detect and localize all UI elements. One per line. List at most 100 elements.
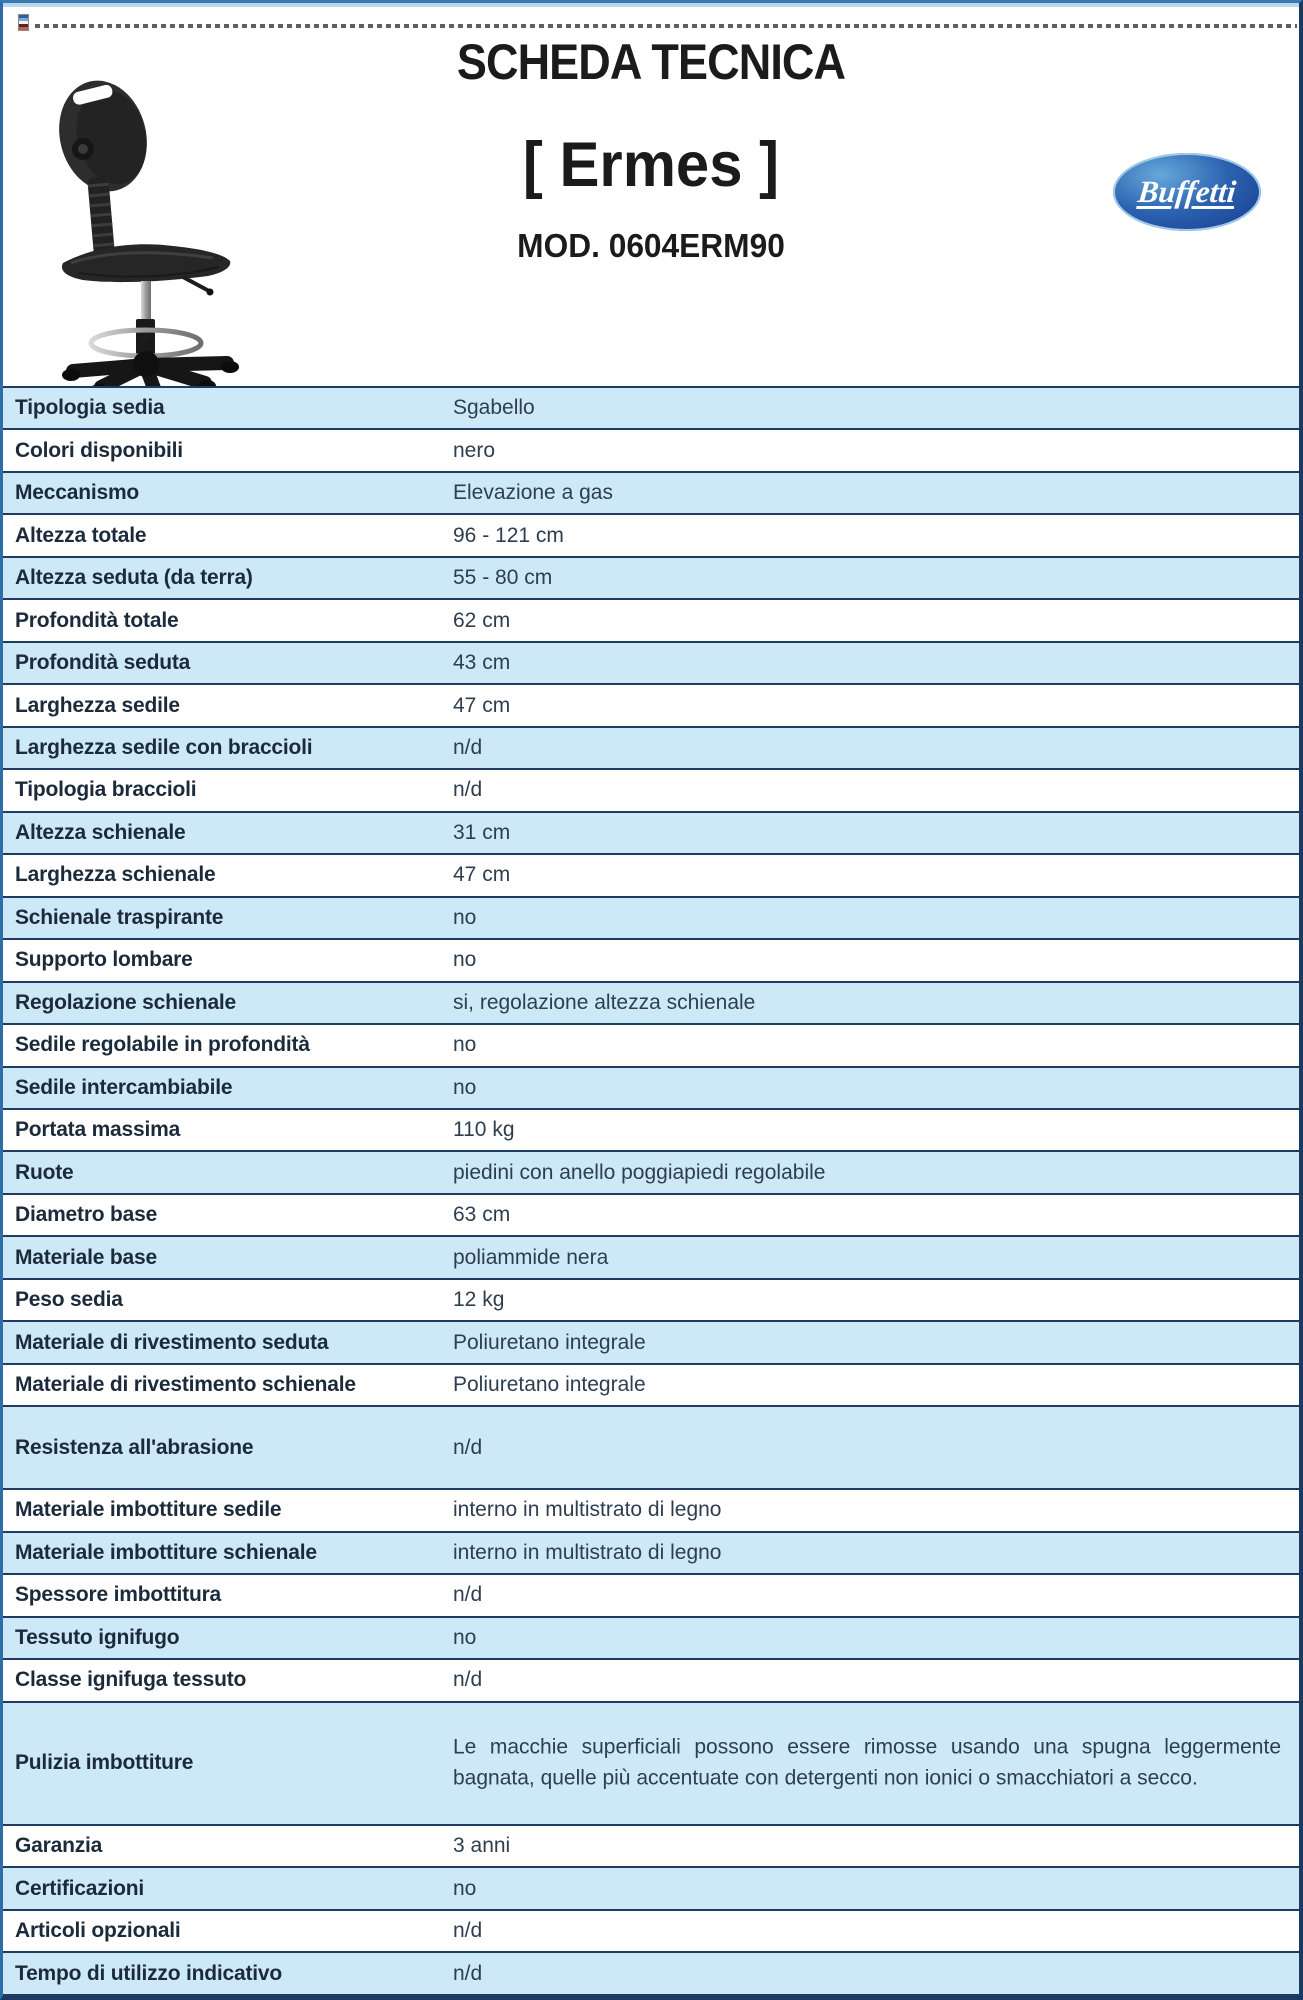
spec-value: no	[453, 1033, 477, 1057]
spec-label: Supporto lombare	[15, 948, 193, 972]
spec-label: Articoli opzionali	[15, 1919, 181, 1943]
spec-label: Regolazione schienale	[15, 990, 237, 1014]
table-row: Materiale di rivestimento seduta Poliuret…	[3, 1322, 1299, 1365]
spec-label: Spessore imbottitura	[15, 1583, 222, 1607]
spec-label: Peso sedia	[15, 1288, 123, 1312]
table-row: Materiale imbottiture schienale interno i…	[3, 1532, 1299, 1576]
spec-value: no	[453, 905, 477, 929]
table-row: Regolazione schienale si, regolazione alt…	[3, 982, 1299, 1026]
table-row: Pulizia imbottiture Le macchie superficia…	[3, 1702, 1299, 1826]
spec-value: no	[453, 1625, 477, 1649]
table-row: Ruote piedini con anello poggiapiedi rego…	[3, 1152, 1299, 1195]
spec-value: no	[453, 1876, 477, 1900]
spec-label: Larghezza sedile	[15, 693, 180, 717]
table-row: Meccanismo Elevazione a gas	[3, 472, 1299, 516]
spec-label: Materiale imbottiture sedile	[15, 1498, 282, 1522]
spec-value: 55 - 80 cm	[453, 565, 553, 589]
spec-label: Garanzia	[15, 1834, 103, 1858]
chair-product-image	[33, 51, 263, 399]
table-row: Materiale base poliammide nera	[3, 1237, 1299, 1280]
table-row: Schienale traspirante no	[3, 897, 1299, 941]
spec-label: Sedile regolabile in profondità	[15, 1033, 310, 1057]
spec-value: n/d	[453, 1961, 483, 1985]
table-row: Articoli opzionali n/d	[3, 1910, 1299, 1954]
spec-value: n/d	[453, 1583, 483, 1607]
spec-value: nero	[453, 438, 496, 462]
spec-value: 96 - 121 cm	[453, 523, 564, 547]
spec-value: Elevazione a gas	[453, 480, 613, 504]
table-row: Garanzia 3 anni	[3, 1825, 1299, 1869]
spec-value: 47 cm	[453, 693, 511, 717]
spec-label: Materiale base	[15, 1245, 157, 1269]
spec-label: Altezza schienale	[15, 820, 186, 844]
spec-value: 31 cm	[453, 820, 511, 844]
spec-value: no	[453, 1075, 477, 1099]
table-row: Spessore imbottitura n/d	[3, 1575, 1299, 1618]
spec-value: Sgabello	[453, 396, 535, 420]
spec-table: Tipologia sedia Sgabello Colori disponibil…	[3, 386, 1299, 1996]
table-row: Tipologia sedia Sgabello	[3, 388, 1299, 431]
table-row: Materiale imbottiture sedile interno in m…	[3, 1490, 1299, 1533]
spec-label: Diametro base	[15, 1203, 158, 1227]
table-row: Tempo di utilizzo indicativo n/d	[3, 1953, 1299, 1996]
spec-label: Materiale di rivestimento seduta	[15, 1330, 329, 1354]
spec-value: 43 cm	[453, 650, 511, 674]
chair-illustration	[59, 80, 239, 399]
table-row: Sedile intercambiabile no	[3, 1067, 1299, 1110]
table-row: Sedile regolabile in profondità no	[3, 1025, 1299, 1068]
spec-label: Altezza seduta (da terra)	[15, 566, 253, 590]
spec-label: Materiale di rivestimento schienale	[15, 1373, 356, 1397]
spec-value: Poliuretano integrale	[453, 1372, 646, 1396]
product-name: [ Ermes ]	[522, 130, 780, 200]
spec-label: Altezza totale	[15, 523, 147, 547]
spec-value: Le macchie superficiali possono essere r…	[453, 1735, 1281, 1790]
spec-label: Pulizia imbottiture	[15, 1751, 194, 1775]
table-row: Classe ignifuga tessuto n/d	[3, 1660, 1299, 1703]
spec-value: poliammide nera	[453, 1245, 609, 1269]
table-row: Portata massima 110 kg	[3, 1109, 1299, 1153]
table-row: Profondità seduta 43 cm	[3, 642, 1299, 686]
spec-label: Sedile intercambiabile	[15, 1075, 233, 1099]
spec-label: Profondità totale	[15, 608, 179, 632]
spec-label: Certificazioni	[15, 1876, 145, 1900]
spec-value: 62 cm	[453, 608, 511, 632]
spec-label: Tipologia braccioli	[15, 778, 197, 802]
table-row: Materiale di rivestimento schienale Poliu…	[3, 1364, 1299, 1408]
spec-label: Tipologia sedia	[15, 396, 165, 420]
spec-value: 110 kg	[453, 1117, 515, 1141]
broken-image-icon	[18, 14, 29, 31]
spec-label: Classe ignifuga tessuto	[15, 1668, 247, 1692]
buffetti-logo-text: Buffetti	[1136, 174, 1238, 209]
table-row: Altezza seduta (da terra) 55 - 80 cm	[3, 557, 1299, 601]
spec-value: n/d	[453, 735, 483, 759]
spec-label: Tempo di utilizzo indicativo	[15, 1961, 283, 1985]
spec-value: 12 kg	[453, 1287, 505, 1311]
table-row: Resistenza all'abrasione n/d	[3, 1407, 1299, 1491]
table-row: Tessuto ignifugo no	[3, 1617, 1299, 1661]
spec-label: Tessuto ignifugo	[15, 1625, 180, 1649]
spec-label: Portata massima	[15, 1118, 181, 1142]
spec-value: 3 anni	[453, 1833, 511, 1857]
spec-value: n/d	[453, 778, 483, 802]
spec-value: n/d	[453, 1918, 483, 1942]
table-row: Altezza schienale 31 cm	[3, 812, 1299, 856]
table-row: Supporto lombare no	[3, 940, 1299, 983]
table-row: Larghezza sedile 47 cm	[3, 685, 1299, 728]
table-row: Diametro base 63 cm	[3, 1194, 1299, 1238]
table-row: Tipologia braccioli n/d	[3, 770, 1299, 813]
table-row: Larghezza sedile con braccioli n/d	[3, 727, 1299, 771]
table-row: Larghezza schienale 47 cm	[3, 855, 1299, 898]
spec-label: Colori disponibili	[15, 438, 183, 462]
spec-value: interno in multistrato di legno	[453, 1540, 722, 1564]
top-strip	[3, 3, 1299, 7]
spec-value: Poliuretano integrale	[453, 1330, 646, 1354]
spec-value: 63 cm	[453, 1202, 511, 1226]
spec-label: Ruote	[15, 1160, 74, 1184]
spec-label: Schienale traspirante	[15, 905, 224, 929]
spec-value: no	[453, 948, 477, 972]
table-row: Certificazioni no	[3, 1868, 1299, 1911]
page-title: SCHEDA TECNICA	[456, 34, 846, 90]
table-row: Peso sedia 12 kg	[3, 1279, 1299, 1323]
table-row: Altezza totale 96 - 121 cm	[3, 515, 1299, 558]
